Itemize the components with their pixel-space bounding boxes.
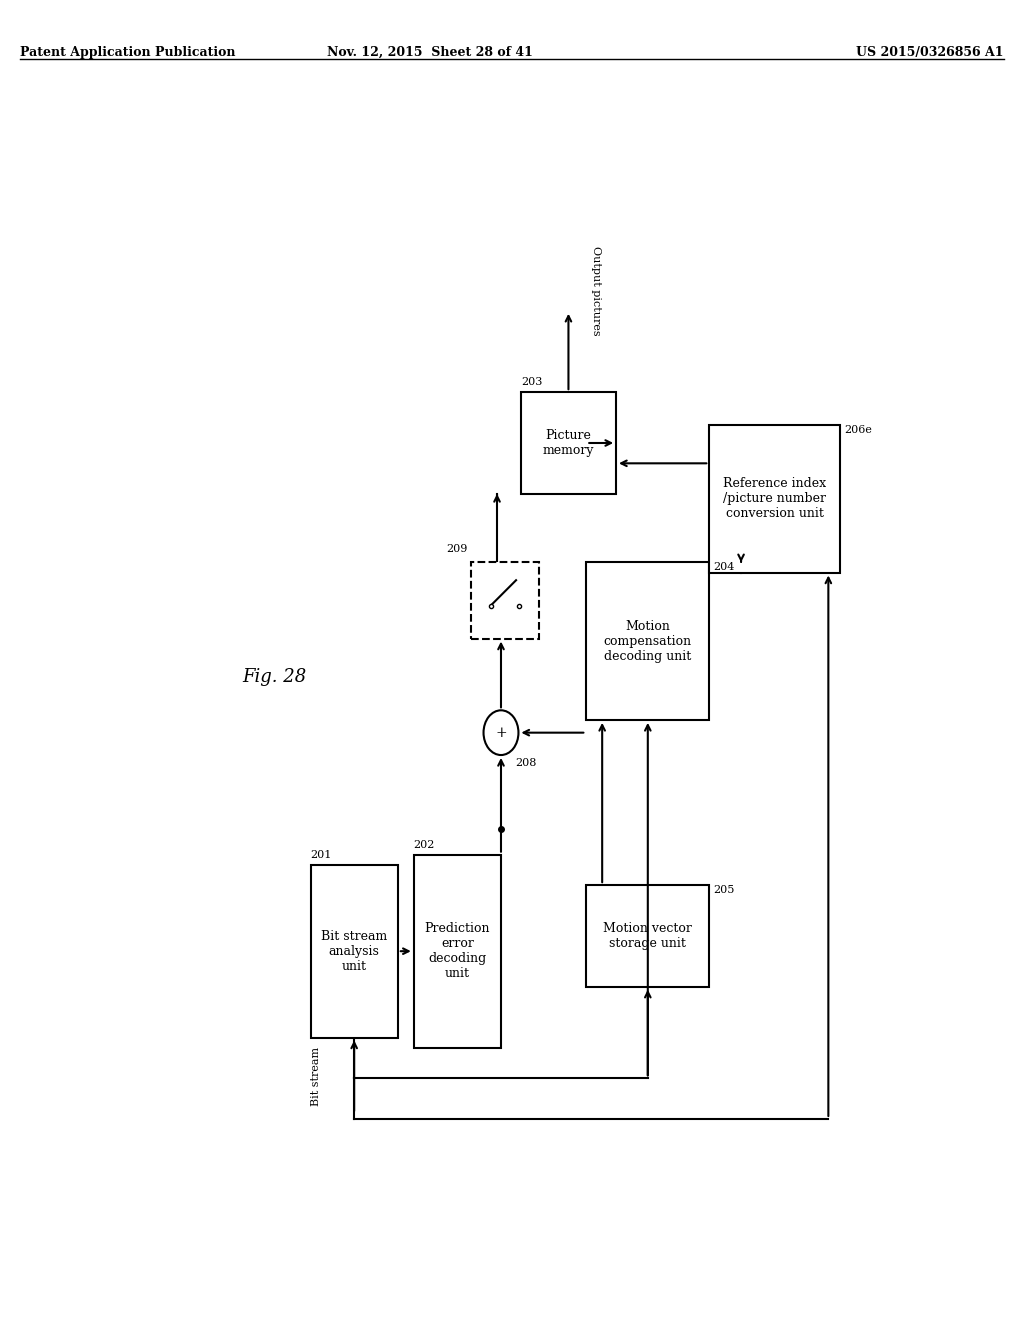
Text: Reference index
/picture number
conversion unit: Reference index /picture number conversi… bbox=[723, 478, 826, 520]
Text: 201: 201 bbox=[310, 850, 332, 859]
FancyBboxPatch shape bbox=[521, 392, 616, 494]
Text: 209: 209 bbox=[445, 544, 467, 554]
Text: US 2015/0326856 A1: US 2015/0326856 A1 bbox=[856, 46, 1004, 59]
FancyBboxPatch shape bbox=[587, 562, 710, 719]
Text: 202: 202 bbox=[414, 840, 435, 850]
FancyBboxPatch shape bbox=[414, 854, 501, 1048]
Text: Patent Application Publication: Patent Application Publication bbox=[20, 46, 236, 59]
Text: Prediction
error
decoding
unit: Prediction error decoding unit bbox=[425, 923, 490, 981]
FancyBboxPatch shape bbox=[710, 425, 841, 573]
FancyBboxPatch shape bbox=[587, 886, 710, 987]
Text: Bit stream: Bit stream bbox=[311, 1047, 322, 1106]
Text: 203: 203 bbox=[521, 378, 542, 387]
Text: 206e: 206e bbox=[844, 425, 872, 436]
FancyBboxPatch shape bbox=[471, 562, 539, 639]
Text: 208: 208 bbox=[515, 758, 537, 768]
Text: +: + bbox=[496, 726, 507, 739]
Text: Bit stream
analysis
unit: Bit stream analysis unit bbox=[322, 929, 387, 973]
Text: Output pictures: Output pictures bbox=[591, 246, 601, 335]
Text: Motion
compensation
decoding unit: Motion compensation decoding unit bbox=[604, 619, 692, 663]
Text: Fig. 28: Fig. 28 bbox=[243, 668, 307, 686]
Text: 205: 205 bbox=[714, 886, 734, 895]
Text: Picture
memory: Picture memory bbox=[543, 429, 594, 457]
Text: Nov. 12, 2015  Sheet 28 of 41: Nov. 12, 2015 Sheet 28 of 41 bbox=[327, 46, 534, 59]
Text: 204: 204 bbox=[714, 562, 734, 573]
Text: Motion vector
storage unit: Motion vector storage unit bbox=[603, 921, 692, 950]
FancyBboxPatch shape bbox=[310, 865, 397, 1038]
